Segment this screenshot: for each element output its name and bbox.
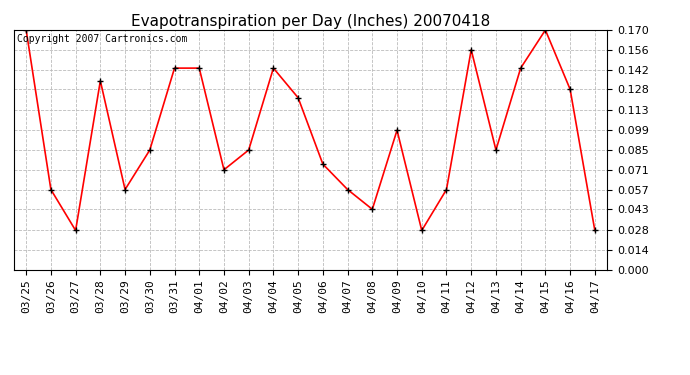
Title: Evapotranspiration per Day (Inches) 20070418: Evapotranspiration per Day (Inches) 2007…: [131, 14, 490, 29]
Text: Copyright 2007 Cartronics.com: Copyright 2007 Cartronics.com: [17, 34, 187, 44]
